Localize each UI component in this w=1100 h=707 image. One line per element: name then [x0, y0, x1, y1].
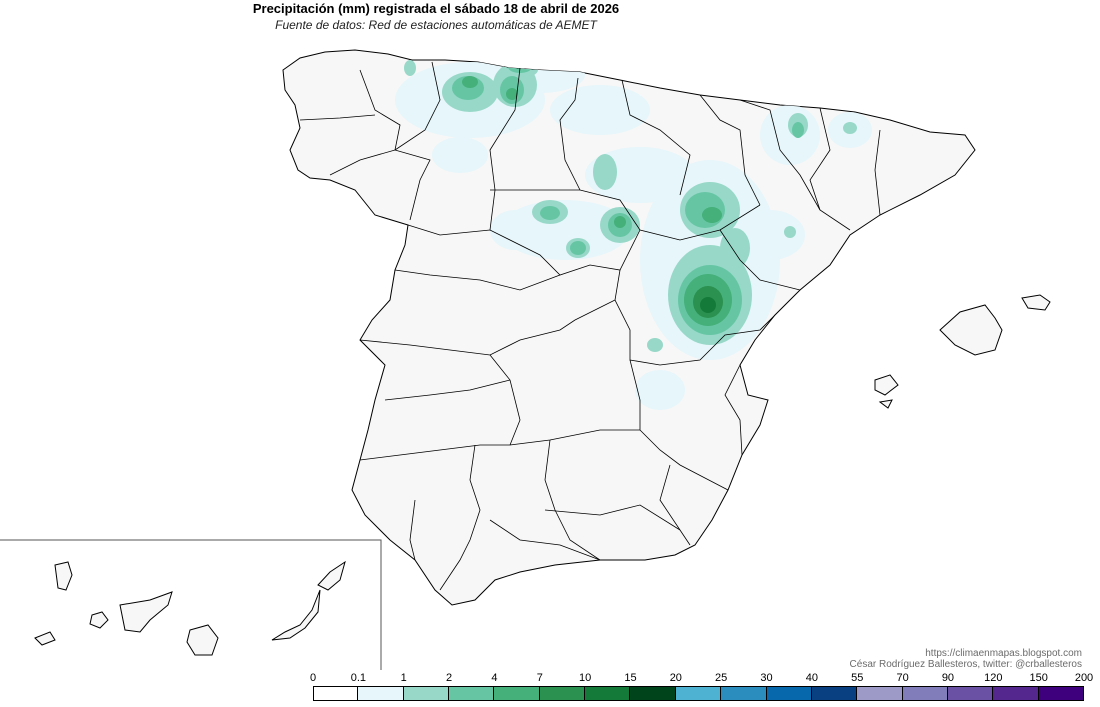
island-lanzarote	[317, 560, 346, 591]
legend-swatch	[403, 686, 450, 700]
legend-tick-label: 40	[805, 672, 818, 684]
balearic-islands	[874, 294, 1051, 409]
legend-tick-label: 15	[624, 672, 637, 684]
island-la-gomera	[89, 611, 109, 629]
legend-tick-label: 2	[445, 672, 453, 684]
island-menorca	[1021, 294, 1051, 311]
legend-tick-label: 25	[715, 672, 728, 684]
legend-tick-label: 200	[1074, 672, 1094, 684]
island-tenerife	[119, 591, 173, 633]
legend-tick-label: 70	[896, 672, 909, 684]
island-el-hierro	[34, 631, 56, 646]
legend-swatch	[585, 686, 631, 700]
legend-tick-label: 120	[984, 672, 1003, 684]
legend-swatch	[993, 686, 1039, 700]
legend-tick-label: 4	[491, 672, 498, 684]
legend-tick-label: 10	[578, 672, 592, 684]
island-formentera	[878, 399, 893, 409]
legend-swatch	[857, 686, 903, 700]
island-gran-canaria	[186, 624, 219, 656]
spain-mainland	[282, 49, 976, 606]
precip-0-1-areas	[395, 57, 872, 410]
legend-swatch	[675, 686, 722, 700]
legend-swatch	[1038, 686, 1084, 700]
legend-swatch	[539, 686, 586, 700]
legend-swatch	[947, 686, 994, 700]
credits: https://climaenmapas.blogspot.com César …	[850, 648, 1082, 670]
island-mallorca	[939, 304, 1003, 356]
legend-tick-label: 90	[941, 672, 955, 684]
canary-islands-inset	[0, 539, 382, 670]
credits-url: https://climaenmapas.blogspot.com	[925, 648, 1082, 659]
legend-tick-label: 55	[851, 672, 864, 684]
legend-swatch	[766, 686, 812, 700]
legend-swatch	[721, 686, 767, 700]
credits-author: César Rodríguez Ballesteros, twitter: @c…	[849, 659, 1082, 670]
island-la-palma	[54, 561, 73, 591]
map-title: Precipitación (mm) registrada el sábado …	[252, 1, 620, 16]
legend-swatch	[358, 686, 404, 700]
legend-tick-label: 30	[760, 672, 773, 684]
legend-swatch	[313, 686, 359, 700]
precip-10-15-areas	[700, 297, 716, 313]
legend-tick-label: 1	[400, 672, 407, 684]
legend-tick-label: 7	[536, 672, 543, 684]
legend-swatch	[630, 686, 676, 700]
color-legend: 0 0.1 1 2 4 7 10 15 20 25 30 40 55 70 90 120 150 200	[309, 672, 1093, 704]
legend-swatch	[494, 686, 540, 700]
precipitation-fields	[395, 57, 872, 410]
legend-tick-label: 0	[309, 672, 317, 684]
legend-swatch	[811, 686, 858, 700]
island-ibiza	[874, 374, 899, 396]
map-subtitle: Fuente de datos: Red de estaciones autom…	[275, 18, 597, 32]
island-fuerteventura	[271, 589, 321, 641]
inset-frame	[0, 539, 382, 670]
legend-tick-label: 20	[669, 672, 682, 684]
legend-swatch	[449, 686, 495, 700]
legend-tick-label: 150	[1029, 672, 1048, 684]
legend-tick-label: 0.1	[350, 672, 366, 684]
canary-islands	[34, 560, 346, 656]
legend-swatch	[902, 686, 948, 700]
province-borders	[299, 61, 881, 591]
